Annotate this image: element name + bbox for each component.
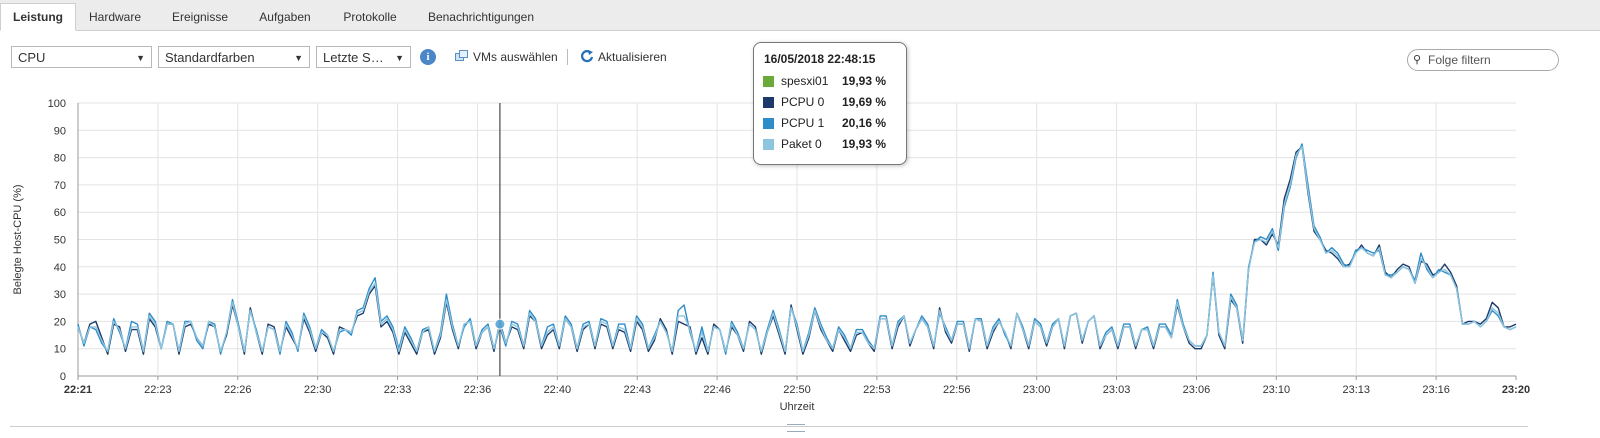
y-tick-label: 60 [54,207,66,219]
y-tick-label: 30 [54,289,66,301]
tab-ereignisse[interactable]: Ereignisse [171,10,229,24]
cpu-usage-chart: 0 10 20 30 40 50 60 70 80 90 100 22:21 22:23 22:26 22:… [12,98,1530,413]
y-tick-label: 40 [54,262,66,274]
tooltip-row: Paket 0 19,93 % [763,136,903,152]
y-tick-label: 50 [54,235,66,247]
x-tick-label: 22:30 [304,384,332,396]
x-tick-label: 22:56 [943,384,971,396]
y-tick-label: 10 [54,344,66,356]
time-range-select-value: Letzte S… [323,50,384,65]
tooltip-series-name: spesxi01 [781,74,829,88]
x-tick-label: 22:33 [384,384,412,396]
tooltip-row: spesxi01 19,93 % [763,73,903,89]
series-line-paket-0 [77,146,1517,353]
y-tick-label: 80 [54,153,66,165]
x-tick-label: 22:43 [623,384,651,396]
x-tick-label: 22:50 [783,384,811,396]
tooltip-row: PCPU 0 19,69 % [763,94,903,110]
x-tick-label: 22:40 [544,384,572,396]
x-tick-label: 23:00 [1023,384,1051,396]
chart-tooltip: 16/05/2018 22:48:15 spesxi01 19,93 % PCP… [753,42,907,165]
vms-icon [455,50,468,61]
x-tick-label: 22:26 [224,384,252,396]
y-tick-label: 100 [48,98,66,110]
tooltip-series-name: PCPU 0 [781,95,825,109]
search-icon: ⚲ [1413,54,1422,66]
time-range-select[interactable]: Letzte S… ▼ [316,46,411,68]
metric-select[interactable]: CPU ▼ [11,46,152,68]
tooltip-timestamp: 16/05/2018 22:48:15 [764,52,876,66]
x-tick-label: 22:53 [863,384,891,396]
y-tick-label: 0 [60,371,66,383]
x-tick-label: 23:20 [1502,384,1530,396]
chevron-down-icon: ▼ [294,53,303,63]
y-axis-title: Belegte Host-CPU (%) [12,184,24,294]
tab-benachrichtigungen[interactable]: Benachrichtigungen [427,10,535,24]
refresh-label: Aktualisieren [598,50,667,64]
x-tick-label: 22:21 [64,384,92,396]
chevron-down-icon: ▼ [136,53,145,63]
tab-aufgaben[interactable]: Aufgaben [259,10,311,24]
select-vms-label: VMs auswählen [473,50,558,64]
x-tick-label: 22:46 [703,384,731,396]
tab-leistung[interactable]: Leistung [0,3,76,31]
legend-swatch [763,118,774,129]
tab-protokolle[interactable]: Protokolle [343,10,397,24]
tooltip-series-value: 20,16 % [842,116,887,130]
tab-bar: Leistung Hardware Ereignisse Aufgaben Pr… [0,0,1600,31]
x-tick-label: 23:13 [1342,384,1370,396]
tooltip-series-name: Paket 0 [781,137,822,151]
legend-swatch [763,139,774,150]
x-tick-label: 23:16 [1422,384,1450,396]
y-tick-label: 20 [54,316,66,328]
resize-handle[interactable] [787,424,805,432]
x-tick-label: 22:36 [464,384,492,396]
refresh-button[interactable]: Aktualisieren [580,49,667,65]
tooltip-series-value: 19,93 % [842,74,887,88]
x-tick-label: 23:03 [1103,384,1131,396]
panel-divider [10,426,1528,427]
series-filter-input[interactable]: ⚲ Folge filtern [1407,49,1559,71]
series-filter-placeholder: Folge filtern [1428,53,1491,67]
tooltip-series-name: PCPU 1 [781,116,825,130]
info-icon[interactable]: i [420,49,436,65]
x-tick-label: 23:06 [1183,384,1211,396]
toolbar-divider [567,49,568,65]
tab-hardware[interactable]: Hardware [88,10,142,24]
color-select[interactable]: Standardfarben ▼ [158,46,310,68]
tooltip-series-value: 19,93 % [842,137,887,151]
select-vms-button[interactable]: VMs auswählen [455,49,558,65]
y-tick-label: 70 [54,180,66,192]
tooltip-row: PCPU 1 20,16 % [763,115,903,131]
chevron-down-icon: ▼ [395,53,404,63]
hover-point-marker [494,318,506,330]
y-tick-label: 90 [54,125,66,137]
legend-swatch [763,97,774,108]
chart-toolbar: CPU ▼ Standardfarben ▼ Letzte S… ▼ i VMs… [0,45,1600,75]
color-select-value: Standardfarben [165,50,255,65]
metric-select-value: CPU [18,50,46,65]
x-tick-label: 23:10 [1263,384,1291,396]
x-axis-title: Uhrzeit [780,401,815,413]
x-tick-label: 22:23 [144,384,172,396]
refresh-icon [580,50,594,63]
tooltip-series-value: 19,69 % [842,95,887,109]
legend-swatch [763,76,774,87]
